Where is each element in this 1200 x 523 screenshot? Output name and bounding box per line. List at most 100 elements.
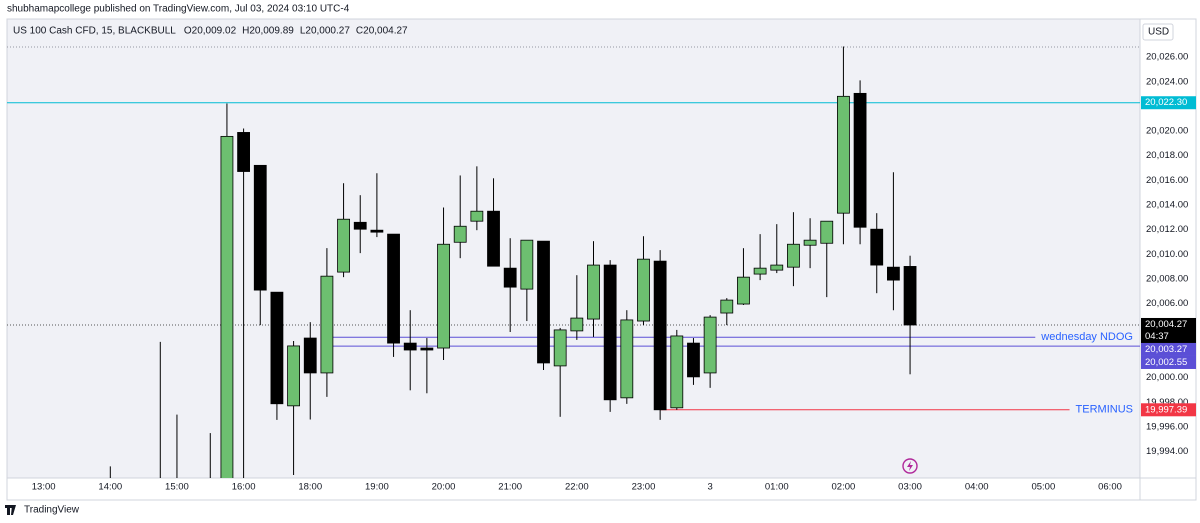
price-axis-label-box xyxy=(1141,342,1196,356)
y-tick-label: 19,996.00 xyxy=(1146,421,1188,432)
ohlc-value: O20,009.02 xyxy=(184,26,237,37)
candle-body xyxy=(270,291,284,405)
price-axis-label-box xyxy=(1141,317,1196,343)
y-tick-label: 20,006.00 xyxy=(1146,298,1188,309)
y-tick-label: 20,014.00 xyxy=(1146,200,1188,211)
candle-body xyxy=(487,210,500,267)
y-tick-label: 19,998.00 xyxy=(1146,397,1188,408)
candle-body xyxy=(403,342,417,351)
x-tick-label: 22:00 xyxy=(565,482,589,493)
y-tick-label: 20,016.00 xyxy=(1146,175,1188,186)
x-tick-label: 01:00 xyxy=(765,482,789,493)
candle-body xyxy=(353,221,367,230)
price-axis-label: 20,002.55 xyxy=(1145,357,1187,368)
countdown: 04:37 xyxy=(1145,331,1169,342)
candle-body xyxy=(720,299,734,314)
candle-body xyxy=(903,266,917,326)
x-tick-label: 14:00 xyxy=(98,482,122,493)
candle-body xyxy=(620,319,634,399)
price-axis-label: 20,022.30 xyxy=(1145,97,1187,108)
x-tick-label: 3 xyxy=(707,482,712,493)
x-tick-label: 20:00 xyxy=(432,482,456,493)
candle-body xyxy=(853,92,867,228)
chart-frame xyxy=(6,18,1197,501)
price-axis-label: 20,003.27 xyxy=(1145,344,1187,355)
price-axis-label-box xyxy=(1141,403,1196,417)
price-axis-label: 19,997.39 xyxy=(1145,404,1187,415)
brand: TradingView xyxy=(24,505,80,516)
x-tick-label: 16:00 xyxy=(232,482,256,493)
candle-body xyxy=(887,266,900,281)
x-tick-label: 02:00 xyxy=(832,482,856,493)
candle-body xyxy=(770,264,784,271)
y-tick-label: 19,994.00 xyxy=(1146,446,1188,457)
ohlc-value: H20,009.89 xyxy=(242,26,294,37)
y-tick-label: 20,008.00 xyxy=(1146,274,1188,285)
y-tick-label: 20,000.00 xyxy=(1146,372,1188,383)
x-tick-label: 04:00 xyxy=(965,482,989,493)
candle-body xyxy=(703,316,717,374)
candle-body xyxy=(553,329,567,367)
candle-body xyxy=(687,342,700,378)
candle-body xyxy=(737,276,750,305)
candle-body xyxy=(237,132,250,172)
candle-body xyxy=(837,95,850,214)
candle-body xyxy=(370,229,384,233)
brand-logo xyxy=(5,505,16,515)
ohlc-value: L20,000.27 xyxy=(300,26,350,37)
candle-body xyxy=(420,347,434,351)
event-icon[interactable] xyxy=(902,458,918,474)
price-axis-label: 20,004.27 xyxy=(1145,319,1187,330)
y-tick-label: 20,026.00 xyxy=(1146,52,1188,63)
candle-body xyxy=(653,260,667,411)
candle-body xyxy=(204,481,216,483)
candle-body xyxy=(320,275,334,374)
x-tick-label: 13:00 xyxy=(32,482,56,493)
x-tick-label: 03:00 xyxy=(898,482,922,493)
candle-body xyxy=(337,218,350,273)
candle-body xyxy=(437,243,450,349)
candle-body xyxy=(787,243,800,268)
candle-body xyxy=(303,337,317,374)
x-tick-label: 15:00 xyxy=(165,482,189,493)
candle-body xyxy=(670,335,684,409)
candle-body xyxy=(570,317,584,332)
candle-body xyxy=(587,264,600,320)
event-icon-bolt xyxy=(907,461,913,471)
ohlc-value: C20,004.27 xyxy=(356,26,408,37)
y-tick-label: 20,024.00 xyxy=(1146,76,1188,87)
candle-body xyxy=(453,225,467,243)
x-tick-label: 18:00 xyxy=(298,482,322,493)
level-text: TERMINUS xyxy=(1076,404,1133,416)
price-axis-label-box xyxy=(1141,96,1196,110)
candle-body xyxy=(470,210,484,222)
candle-body xyxy=(603,264,617,401)
x-tick-label: 21:00 xyxy=(498,482,522,493)
x-tick-label: 05:00 xyxy=(1031,482,1055,493)
x-tick-label: 06:00 xyxy=(1098,482,1122,493)
candle-body xyxy=(537,240,550,364)
candle-body xyxy=(820,220,834,244)
currency: USD xyxy=(1148,27,1169,38)
candle-body xyxy=(387,233,400,344)
price-axis-label-box xyxy=(1141,355,1196,369)
x-tick-label: 23:00 xyxy=(632,482,656,493)
plot-background xyxy=(7,19,1140,478)
x-tick-label: 19:00 xyxy=(365,482,389,493)
candle-body xyxy=(520,239,534,290)
candle-body xyxy=(503,267,517,288)
candle-body xyxy=(870,228,884,266)
y-tick-label: 20,020.00 xyxy=(1146,126,1188,137)
symbol-line: US 100 Cash CFD, 15, BLACKBULL O20,009.0… xyxy=(13,26,408,37)
symbol: US 100 Cash CFD, 15, BLACKBULL xyxy=(13,26,176,37)
candle-body xyxy=(287,345,300,407)
candle-body xyxy=(637,258,650,322)
currency-box xyxy=(1142,23,1174,41)
y-tick-label: 20,012.00 xyxy=(1146,224,1188,235)
level-text: wednesday NDOG xyxy=(1040,331,1133,343)
candle-body xyxy=(253,164,267,291)
candle-body xyxy=(753,267,767,275)
candle-body xyxy=(803,239,817,246)
y-tick-label: 20,010.00 xyxy=(1146,249,1188,260)
